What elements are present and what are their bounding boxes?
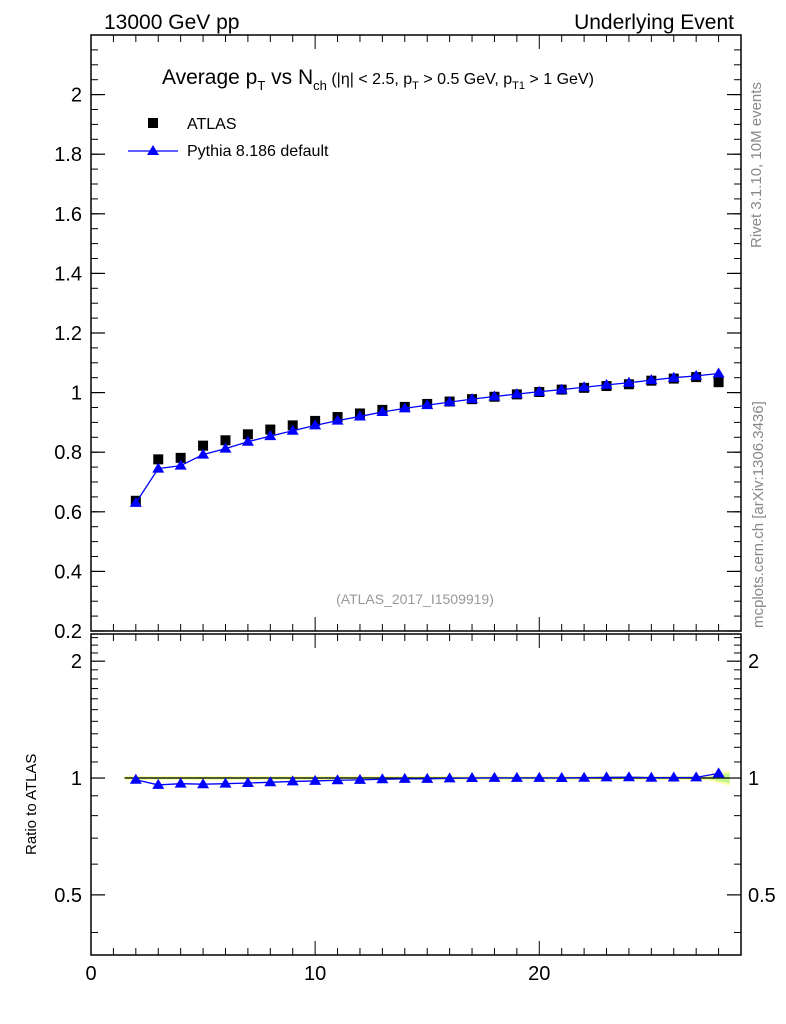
legend-pythia-marker (147, 145, 159, 155)
atlas-data-point (242, 429, 253, 440)
main-ytick-label: 2 (71, 85, 82, 107)
pythia-data-point (353, 410, 366, 421)
rivet-version-label: Rivet 3.1.10, 10M events (748, 82, 765, 248)
mcplots-reference-label: mcplots.cern.ch [arXiv:1306.3436] (750, 401, 767, 628)
legend: ATLAS Pythia 8.186 default (128, 116, 329, 160)
ratio-ytick-label-right: 0.5 (748, 885, 776, 907)
ratio-xtick-label: 20 (528, 963, 550, 985)
ratio-data-point (488, 771, 501, 782)
pythia-data-point (578, 381, 591, 392)
main-axes: 0.2 0.4 0.6 0.8 1 1.2 1.4 1.6 1.8 2 (54, 34, 741, 643)
pythia-data-point (241, 435, 254, 446)
ratio-data-point (421, 772, 434, 783)
pythia-data-point (690, 369, 703, 380)
pythia-data-point (421, 399, 434, 410)
main-ytick-label: 0.2 (54, 621, 82, 643)
main-plot-title: Average pT vs Nch (|η| < 2.5, pT > 0.5 G… (162, 66, 594, 93)
pythia-data-point (555, 383, 568, 394)
ratio-data-point (219, 777, 232, 788)
pythia-data-point (309, 419, 322, 430)
ratio-data-point (353, 773, 366, 784)
main-ytick-label: 1.6 (54, 204, 82, 226)
pythia-data-point (600, 378, 613, 389)
ratio-data-point (510, 771, 523, 782)
ratio-data-point (197, 778, 210, 789)
pythia-data-point (376, 405, 389, 416)
pythia-data-point (129, 496, 142, 507)
atlas-data-point (265, 424, 276, 435)
ratio-data-point (152, 778, 165, 789)
pythia-data-point (533, 385, 546, 396)
analysis-id-label: (ATLAS_2017_I1509919) (336, 591, 494, 607)
atlas-data-point (713, 377, 724, 388)
pythia-data-point (667, 371, 680, 382)
atlas-data-point (153, 454, 164, 465)
ratio-ytick-label-right: 1 (748, 768, 759, 790)
ratio-data-point (443, 772, 456, 783)
ratio-data-point (578, 771, 591, 782)
main-ytick-label: 0.4 (54, 561, 82, 583)
ratio-ytick-label-right: 2 (748, 651, 759, 673)
main-data-marks (129, 367, 725, 507)
ratio-data-point (645, 771, 658, 782)
ratio-data-marks (129, 767, 725, 789)
ratio-data-point (309, 774, 322, 785)
ratio-data-point (667, 771, 680, 782)
ratio-data-point (555, 772, 568, 783)
atlas-data-point (220, 435, 231, 446)
header-process-label: Underlying Event (574, 11, 734, 34)
main-ytick-label: 0.8 (54, 442, 82, 464)
ratio-axes: 0 10 20 0.5 0.5 1 1 2 2 (54, 634, 776, 985)
pythia-data-point (466, 393, 479, 404)
main-ytick-label: 1.4 (54, 263, 82, 285)
legend-atlas-marker (148, 118, 158, 128)
ratio-data-point (712, 767, 725, 778)
ratio-xtick-label: 0 (85, 963, 96, 985)
pythia-data-point (510, 388, 523, 399)
ratio-plot-frame (90, 633, 742, 956)
main-ytick-label: 1 (71, 383, 82, 405)
ratio-data-point (331, 774, 344, 785)
ratio-data-point (398, 772, 411, 783)
header-collision-label: 13000 GeV pp (104, 11, 239, 34)
ratio-xtick-label: 10 (304, 963, 326, 985)
pythia-data-point (398, 402, 411, 413)
pythia-data-point (174, 459, 187, 470)
ratio-data-point (286, 775, 299, 786)
pythia-data-point (443, 396, 456, 407)
ratio-data-point (622, 771, 635, 782)
pythia-data-point (712, 367, 725, 378)
ratio-ytick-label-left: 1 (71, 768, 82, 790)
ratio-ylabel: Ratio to ATLAS (23, 754, 40, 855)
atlas-data-point (198, 440, 209, 451)
legend-atlas-label: ATLAS (187, 116, 237, 133)
ratio-data-point (466, 772, 479, 783)
pythia-data-point (197, 448, 210, 459)
main-ytick-label: 1.8 (54, 144, 82, 166)
pythia-data-point (331, 414, 344, 425)
main-ytick-label: 1.2 (54, 323, 82, 345)
pythia-data-point (152, 462, 165, 473)
ratio-data-point (129, 773, 142, 784)
ratio-data-point (264, 776, 277, 787)
pythia-data-point (645, 374, 658, 385)
ratio-data-point (690, 771, 703, 782)
ratio-data-point (241, 776, 254, 787)
pythia-data-point (219, 442, 232, 453)
pythia-data-point (264, 430, 277, 441)
pythia-data-point (488, 390, 501, 401)
ratio-data-point (600, 771, 613, 782)
pythia-data-point (286, 424, 299, 435)
ratio-data-point (376, 773, 389, 784)
ratio-ytick-label-left: 0.5 (54, 885, 82, 907)
ratio-data-point (533, 771, 546, 782)
pythia-data-point (622, 376, 635, 387)
legend-pythia-label: Pythia 8.186 default (187, 143, 329, 160)
ratio-data-point (174, 777, 187, 788)
main-ytick-label: 0.6 (54, 502, 82, 524)
ratio-ytick-label-left: 2 (71, 651, 82, 673)
atlas-data-point (175, 452, 186, 463)
